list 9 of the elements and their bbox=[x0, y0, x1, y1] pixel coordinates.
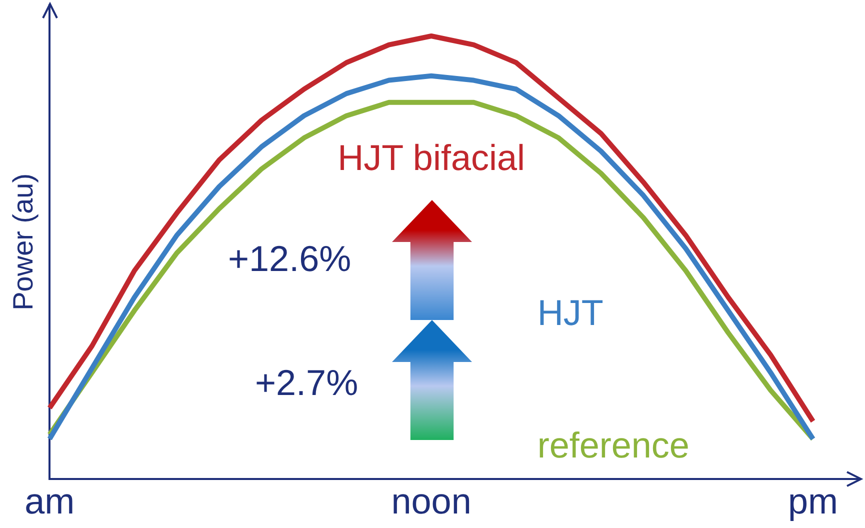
x-tick-label: pm bbox=[788, 480, 838, 522]
annotation: +12.6% bbox=[228, 238, 352, 280]
x-tick-label: noon bbox=[391, 480, 472, 522]
text: HJT bbox=[537, 292, 604, 333]
x-tick-label: am bbox=[24, 480, 75, 522]
y-axis-title: Power (au) bbox=[8, 173, 39, 310]
text: reference bbox=[537, 424, 690, 466]
annotation: +2.7% bbox=[255, 362, 358, 404]
series-label: HJT bifacial bbox=[338, 136, 526, 178]
